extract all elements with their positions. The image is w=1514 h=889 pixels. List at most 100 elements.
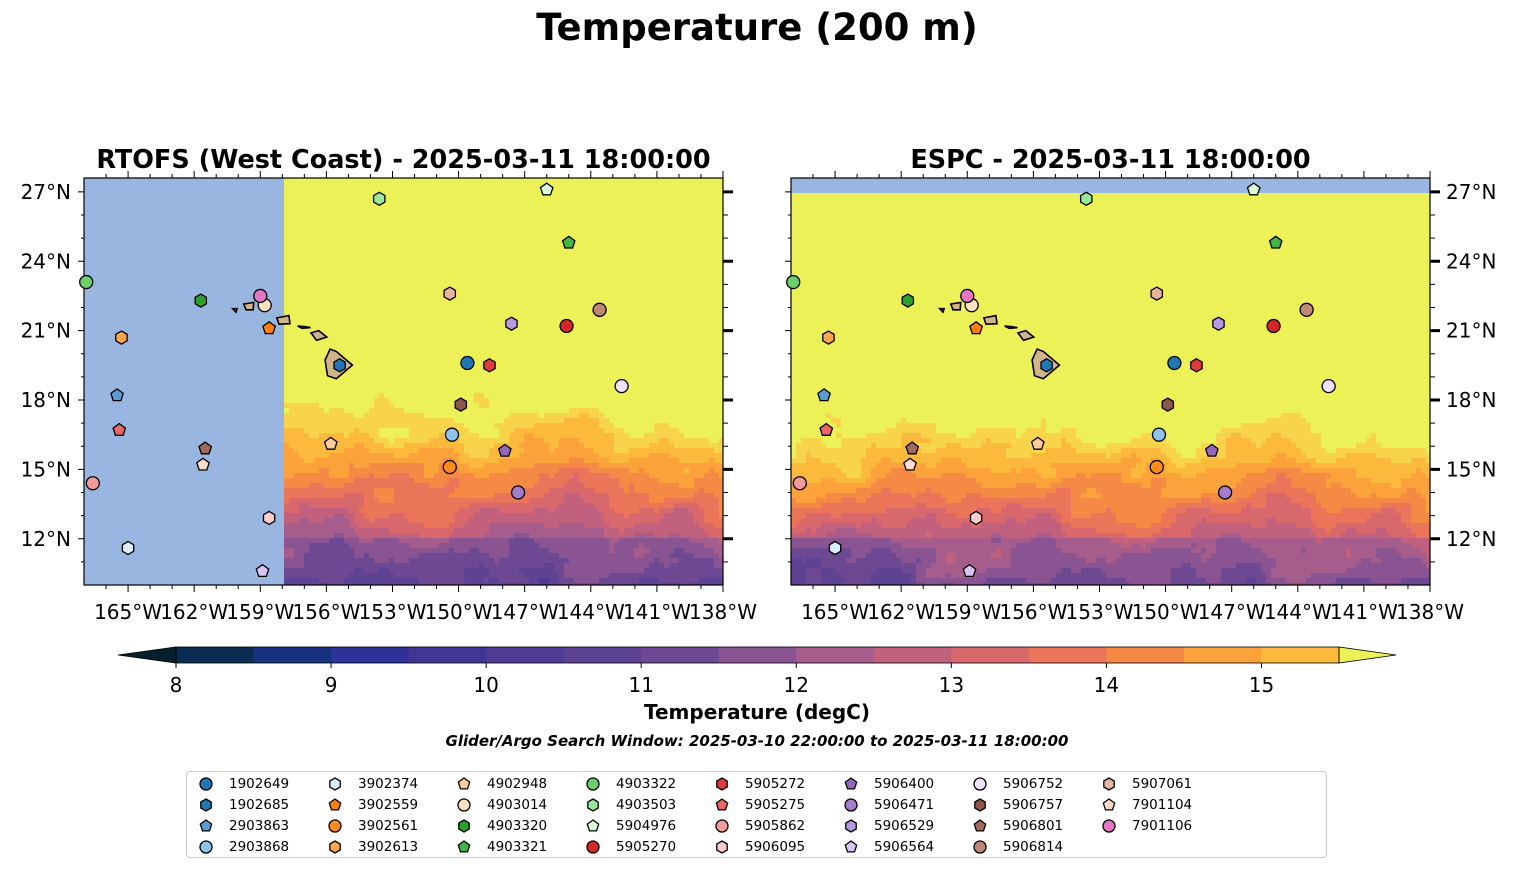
colorbar-tick-label: 11	[628, 673, 653, 697]
platform-marker-5905272	[1191, 359, 1202, 372]
legend-item-5905270: 5905270	[582, 838, 676, 856]
lon-tick-label: 165°W	[94, 600, 162, 624]
platform-marker-5905270	[1267, 320, 1280, 333]
legend-label: 4903322	[616, 776, 676, 792]
legend-label: 5905275	[745, 797, 805, 813]
legend-label: 5905270	[616, 839, 676, 855]
legend-label: 3902559	[358, 797, 418, 813]
legend-item-2903868: 2903868	[195, 838, 289, 856]
legend-marker	[969, 838, 989, 856]
legend-marker	[582, 817, 602, 835]
colorbar-tick-label: 13	[939, 673, 964, 697]
platform-marker-1902685	[1041, 359, 1052, 372]
platform-marker-1902649	[461, 357, 474, 370]
platform-marker-4903503	[374, 192, 385, 205]
platform-marker-5906814	[1300, 303, 1313, 316]
legend-label: 3902374	[358, 776, 418, 792]
legend-marker	[324, 796, 344, 814]
colorbar-tick-label: 8	[170, 673, 183, 697]
lat-tick-label: 12°N	[21, 527, 71, 551]
rtofs-map-panel: 165°W162°W159°W156°W153°W150°W147°W144°W…	[21, 145, 758, 624]
legend-item-5905862: 5905862	[711, 817, 805, 835]
platform-marker-5906814	[593, 303, 606, 316]
lat-tick-label: 21°N	[21, 319, 71, 343]
legend-label: 5906095	[745, 839, 805, 855]
colorbar-bin	[331, 647, 409, 663]
legend-label: 2903868	[229, 839, 289, 855]
lon-tick-label: 147°W	[1198, 600, 1266, 624]
legend-label: 1902649	[229, 776, 289, 792]
legend-label: 4903014	[487, 797, 547, 813]
legend-marker	[195, 775, 215, 793]
legend-item-4903322: 4903322	[582, 775, 676, 793]
platform-marker-2903868	[1152, 428, 1165, 441]
lon-tick-label: 144°W	[1264, 600, 1332, 624]
legend-item-3902374: 3902374	[324, 775, 418, 793]
platform-marker-7901106	[254, 289, 267, 302]
legend-item-7901104: 7901104	[1098, 796, 1192, 814]
legend-marker	[1098, 796, 1118, 814]
colorbar: 8 9 10 11 12 13 14 15	[118, 647, 1396, 697]
lon-tick-label: 162°W	[160, 600, 228, 624]
legend-marker	[324, 838, 344, 856]
platform-marker-4903322	[787, 276, 800, 289]
legend-label: 5905272	[745, 776, 805, 792]
legend-marker	[1098, 817, 1118, 835]
legend-item-4903321: 4903321	[453, 838, 547, 856]
lon-tick-label: 147°W	[491, 600, 559, 624]
colorbar-bin	[796, 647, 874, 663]
platform-marker-5906529	[506, 317, 517, 330]
legend-item-5904976: 5904976	[582, 817, 676, 835]
lon-tick-label: 150°W	[1132, 600, 1200, 624]
legend-label: 3902613	[358, 839, 418, 855]
platform-marker-5907061	[444, 287, 455, 300]
legend-marker	[582, 775, 602, 793]
platform-marker-1902685	[334, 359, 345, 372]
legend-label: 5906814	[1003, 839, 1063, 855]
legend-marker	[840, 775, 860, 793]
legend-marker	[840, 796, 860, 814]
legend-item-5906801: 5906801	[969, 817, 1063, 835]
platform-marker-4903320	[195, 294, 206, 307]
platform-marker-3902374	[122, 542, 133, 555]
search-window-note: Glider/Argo Search Window: 2025-03-10 22…	[0, 732, 1514, 750]
legend-item-3902561: 3902561	[324, 817, 418, 835]
legend-item-5906757: 5906757	[969, 796, 1063, 814]
legend-item-5906471: 5906471	[840, 796, 934, 814]
legend-label: 7901106	[1132, 818, 1192, 834]
colorbar-tick-label: 12	[784, 673, 809, 697]
legend-marker	[840, 838, 860, 856]
panel-title: ESPC - 2025-03-11 18:00:00	[910, 145, 1310, 175]
legend-label: 5906752	[1003, 776, 1063, 792]
legend-label: 4903321	[487, 839, 547, 855]
legend-item-5906814: 5906814	[969, 838, 1063, 856]
platform-marker-3902613	[823, 331, 834, 344]
legend-label: 4902948	[487, 776, 547, 792]
platform-marker-5906471	[512, 486, 525, 499]
legend-label: 5906564	[874, 839, 934, 855]
legend-marker	[453, 796, 473, 814]
platform-marker-3902613	[116, 331, 127, 344]
lat-tick-label: 27°N	[1446, 180, 1496, 204]
platform-marker-5906757	[455, 398, 466, 411]
legend-item-1902649: 1902649	[195, 775, 289, 793]
legend-item-5906564: 5906564	[840, 838, 934, 856]
colorbar-bin	[176, 647, 254, 663]
platform-marker-5905272	[484, 359, 495, 372]
legend-item-2903863: 2903863	[195, 817, 289, 835]
platform-marker-5907061	[1151, 287, 1162, 300]
lon-tick-label: 144°W	[557, 600, 625, 624]
colorbar-bin	[951, 647, 1029, 663]
colorbar-tick-label: 14	[1094, 673, 1119, 697]
lon-tick-label: 141°W	[623, 600, 691, 624]
legend-label: 3902561	[358, 818, 418, 834]
island-land	[277, 316, 290, 325]
lat-tick-label: 18°N	[21, 388, 71, 412]
colorbar-bin	[564, 647, 642, 663]
lon-tick-label: 138°W	[689, 600, 757, 624]
lat-tick-label: 21°N	[1446, 319, 1496, 343]
espc-map-panel: 165°W162°W159°W156°W153°W150°W147°W144°W…	[785, 145, 1496, 624]
legend-item-7901106: 7901106	[1098, 817, 1192, 835]
island-land	[984, 316, 997, 325]
